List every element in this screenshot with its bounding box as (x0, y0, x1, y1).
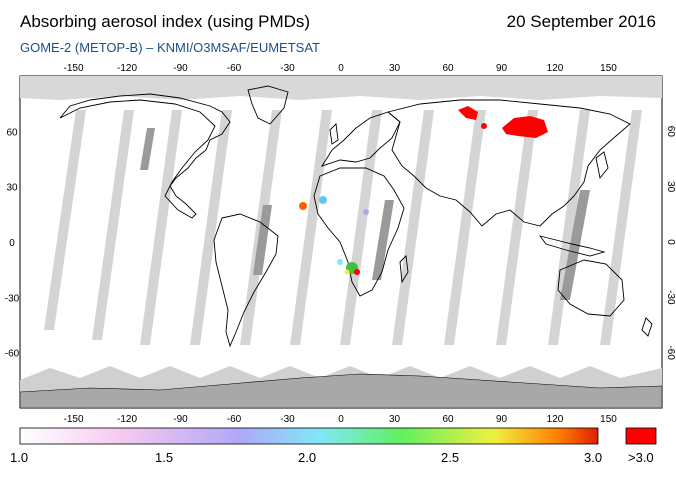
legend-label-1-0: 1.0 (10, 450, 29, 465)
lat-label-right-4: -60 (665, 345, 676, 360)
map-date: 20 September 2016 (506, 12, 656, 31)
longitude-labels-top: -150 -120 -90 -60 -30 0 30 60 90 120 150 (63, 63, 617, 74)
lon-label-bottom-7: 60 (442, 414, 454, 425)
lat-label-right-2: 0 (665, 239, 676, 245)
legend-label-1-5: 1.5 (155, 450, 174, 465)
lon-label-bottom-5: 0 (338, 414, 344, 425)
legend-label-3-0: 3.0 (584, 450, 603, 465)
lon-label-top-0: -150 (63, 63, 83, 74)
swath-gaps (44, 110, 642, 345)
aerosol-detections (299, 106, 548, 275)
continents (59, 85, 653, 348)
lon-label-bottom-9: 120 (547, 414, 564, 425)
lon-label-bottom-6: 30 (389, 414, 401, 425)
lon-label-bottom-2: -90 (173, 414, 188, 425)
latitude-labels-left: 60 30 0 -30 -60 (5, 127, 20, 359)
lat-label-right-3: -30 (665, 290, 676, 305)
lon-label-bottom-4: -30 (280, 414, 295, 425)
longitude-labels-bottom: -150 -120 -90 -60 -30 0 30 60 90 120 150 (63, 414, 617, 425)
arctic-no-data (20, 76, 662, 100)
lon-label-top-8: 90 (496, 63, 508, 74)
map-subtitle: GOME-2 (METOP-B) – KNMI/O3MSAF/EUMETSAT (20, 40, 320, 55)
lat-label-left-0: 60 (6, 127, 18, 138)
latitude-labels-right: 60 30 0 -30 -60 (665, 126, 676, 361)
lon-label-top-10: 150 (600, 63, 617, 74)
lon-label-top-4: -30 (280, 63, 295, 74)
lon-label-top-3: -60 (227, 63, 242, 74)
lat-label-right-1: 30 (665, 181, 676, 193)
lon-label-bottom-1: -120 (117, 414, 137, 425)
antarctica-land (20, 373, 662, 408)
legend-label-overflow: >3.0 (628, 450, 654, 465)
lon-label-top-5: 0 (338, 63, 344, 74)
lat-label-left-2: 0 (9, 238, 15, 249)
colorbar-overflow (625, 427, 657, 445)
lon-label-top-9: 120 (547, 63, 564, 74)
colorbar (19, 427, 599, 445)
lat-label-right-0: 60 (665, 126, 676, 138)
lon-label-top-7: 60 (442, 63, 454, 74)
lon-label-top-2: -90 (173, 63, 188, 74)
lon-label-top-1: -120 (117, 63, 137, 74)
lon-label-top-6: 30 (389, 63, 401, 74)
lon-label-bottom-3: -60 (227, 414, 242, 425)
lat-label-left-1: 30 (6, 183, 18, 194)
map-title: Absorbing aerosol index (using PMDs) (20, 12, 311, 31)
lon-label-bottom-8: 90 (496, 414, 508, 425)
lat-label-left-4: -60 (5, 349, 20, 360)
lon-label-bottom-10: 150 (600, 414, 617, 425)
legend-label-2-0: 2.0 (298, 450, 317, 465)
lat-label-left-3: -30 (5, 293, 20, 304)
legend-label-2-5: 2.5 (441, 450, 460, 465)
lon-label-bottom-0: -150 (63, 414, 83, 425)
